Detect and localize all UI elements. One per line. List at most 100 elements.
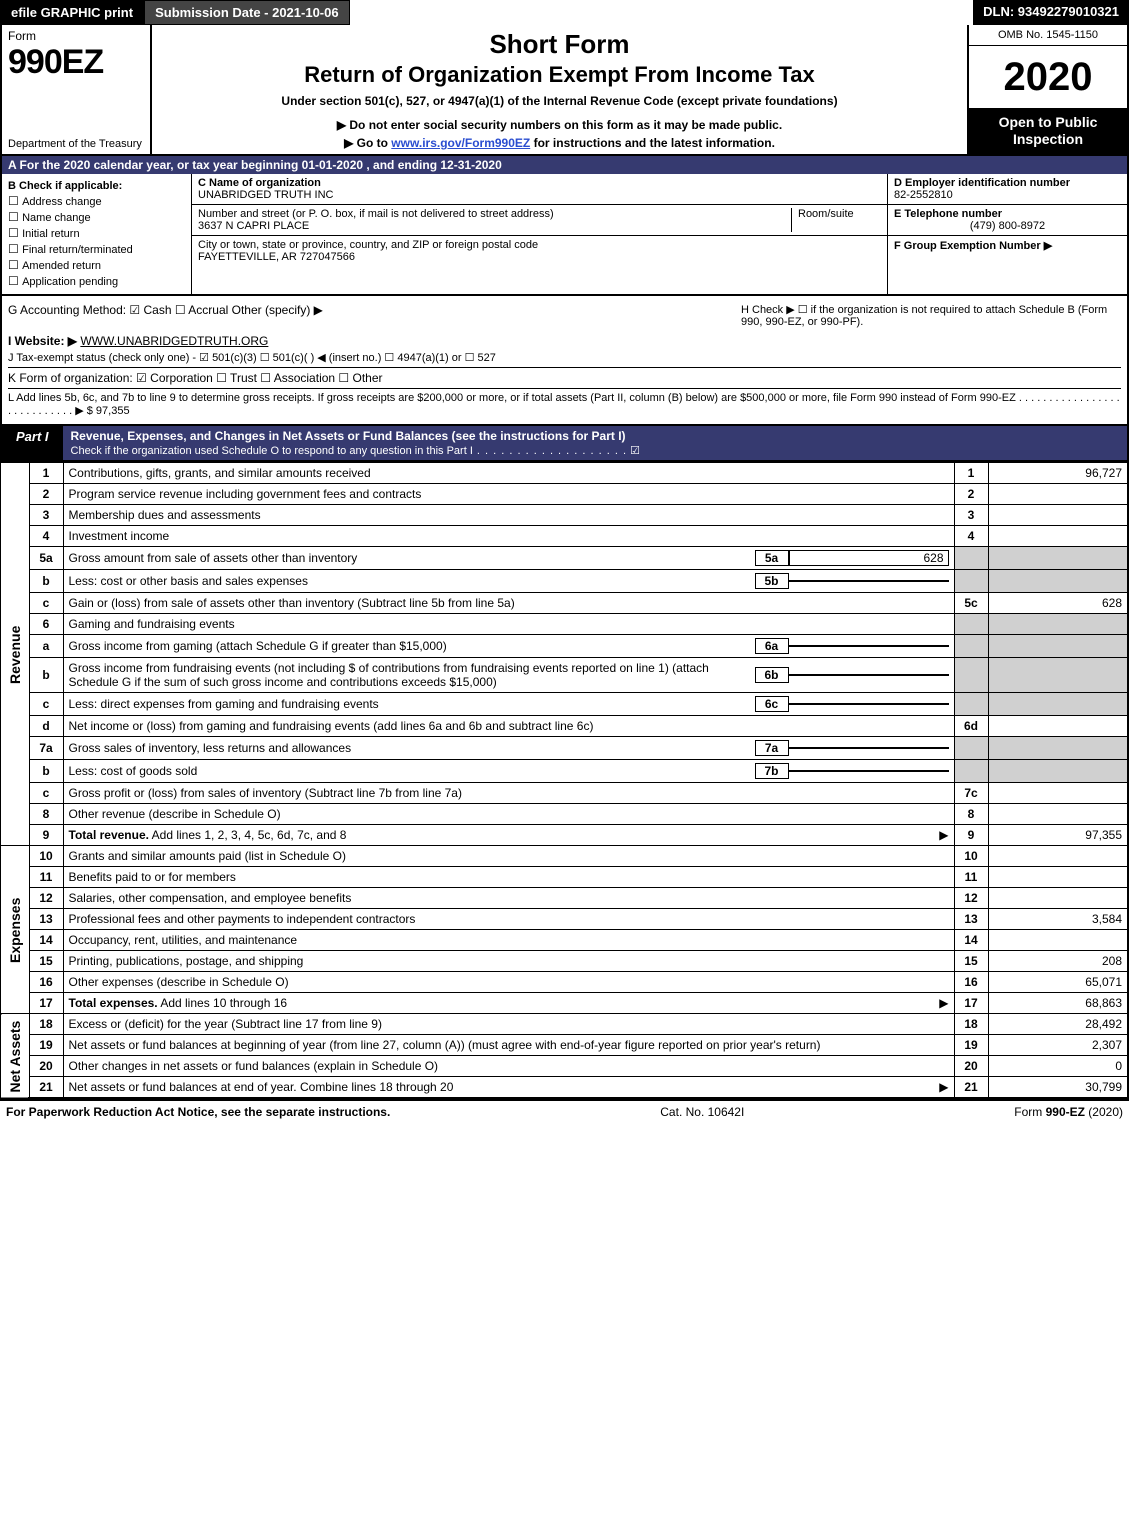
- line-desc: Other expenses (describe in Schedule O): [63, 972, 954, 993]
- chk-final-return[interactable]: Final return/terminated: [8, 242, 185, 256]
- submission-date: Submission Date - 2021-10-06: [144, 0, 350, 25]
- line-number: a: [29, 635, 63, 658]
- no-ssn-note: ▶ Do not enter social security numbers o…: [158, 118, 961, 132]
- chk-application-pending[interactable]: Application pending: [8, 274, 185, 288]
- line-ref: 20: [954, 1056, 988, 1077]
- line-desc: Less: direct expenses from gaming and fu…: [63, 693, 954, 716]
- table-row: Revenue1Contributions, gifts, grants, an…: [1, 463, 1128, 484]
- line-number: 14: [29, 930, 63, 951]
- table-row: cGain or (loss) from sale of assets othe…: [1, 593, 1128, 614]
- goto-link[interactable]: www.irs.gov/Form990EZ: [391, 136, 530, 150]
- table-row: bGross income from fundraising events (n…: [1, 658, 1128, 693]
- line-desc: Gross income from gaming (attach Schedul…: [63, 635, 954, 658]
- table-row: 5aGross amount from sale of assets other…: [1, 547, 1128, 570]
- section-side-label: Revenue: [1, 463, 29, 846]
- room-suite-label: Room/suite: [791, 208, 881, 232]
- line-number: 12: [29, 888, 63, 909]
- line-desc: Printing, publications, postage, and shi…: [63, 951, 954, 972]
- line-ref: 2: [954, 484, 988, 505]
- line-ref: [954, 658, 988, 693]
- table-row: Expenses10Grants and similar amounts pai…: [1, 846, 1128, 867]
- topbar-spacer: [350, 0, 974, 25]
- phone-label: E Telephone number: [894, 208, 1121, 220]
- open-to-public: Open to Public Inspection: [969, 108, 1127, 154]
- line-desc: Other revenue (describe in Schedule O): [63, 804, 954, 825]
- line-ref: [954, 737, 988, 760]
- line-amount: [988, 570, 1128, 593]
- chk-initial-return[interactable]: Initial return: [8, 226, 185, 240]
- line-number: 4: [29, 526, 63, 547]
- header-left: Form 990EZ Department of the Treasury: [2, 25, 152, 154]
- line-desc: Professional fees and other payments to …: [63, 909, 954, 930]
- line-amount: [988, 526, 1128, 547]
- line-amount: 208: [988, 951, 1128, 972]
- part1-tag: Part I: [2, 426, 63, 460]
- website-value: WWW.UNABRIDGEDTRUTH.ORG: [80, 334, 268, 348]
- chk-name-change[interactable]: Name change: [8, 210, 185, 224]
- line-amount: [988, 737, 1128, 760]
- line-amount: [988, 547, 1128, 570]
- line-ref: 6d: [954, 716, 988, 737]
- table-row: 12Salaries, other compensation, and empl…: [1, 888, 1128, 909]
- line-amount: [988, 783, 1128, 804]
- line-number: 21: [29, 1077, 63, 1099]
- line-amount: 68,863: [988, 993, 1128, 1014]
- line-amount: [988, 888, 1128, 909]
- goto-line: ▶ Go to www.irs.gov/Form990EZ for instru…: [158, 136, 961, 150]
- line-ref: 7c: [954, 783, 988, 804]
- table-row: aGross income from gaming (attach Schedu…: [1, 635, 1128, 658]
- efile-print-button[interactable]: efile GRAPHIC print: [0, 0, 144, 25]
- table-row: 19Net assets or fund balances at beginni…: [1, 1035, 1128, 1056]
- line-ref: 12: [954, 888, 988, 909]
- line-number: 3: [29, 505, 63, 526]
- department-label: Department of the Treasury: [8, 138, 142, 150]
- ein-cell: D Employer identification number 82-2552…: [888, 174, 1127, 205]
- chk-amended-return[interactable]: Amended return: [8, 258, 185, 272]
- line-ref: 13: [954, 909, 988, 930]
- line-number: 15: [29, 951, 63, 972]
- line-ref: [954, 693, 988, 716]
- table-row: 14Occupancy, rent, utilities, and mainte…: [1, 930, 1128, 951]
- line-amount: [988, 484, 1128, 505]
- tax-year: 2020: [969, 46, 1127, 108]
- line-number: b: [29, 570, 63, 593]
- addr-label: Number and street (or P. O. box, if mail…: [198, 208, 554, 220]
- form-header: Form 990EZ Department of the Treasury Sh…: [0, 25, 1129, 156]
- short-form-title: Short Form: [158, 29, 961, 60]
- line-amount: 3,584: [988, 909, 1128, 930]
- info-grid: B Check if applicable: Address change Na…: [0, 174, 1129, 296]
- line-desc: Gross sales of inventory, less returns a…: [63, 737, 954, 760]
- top-bar: efile GRAPHIC print Submission Date - 20…: [0, 0, 1129, 25]
- table-row: 15Printing, publications, postage, and s…: [1, 951, 1128, 972]
- line-ref: 4: [954, 526, 988, 547]
- line-amount: [988, 846, 1128, 867]
- line-desc: Membership dues and assessments: [63, 505, 954, 526]
- line-ref: 16: [954, 972, 988, 993]
- addr-value: 3637 N CAPRI PLACE: [198, 220, 309, 232]
- table-row: 11Benefits paid to or for members11: [1, 867, 1128, 888]
- line-desc: Excess or (deficit) for the year (Subtra…: [63, 1014, 954, 1035]
- line-amount: [988, 635, 1128, 658]
- part1-header: Part I Revenue, Expenses, and Changes in…: [0, 426, 1129, 462]
- line-amount: 28,492: [988, 1014, 1128, 1035]
- line-desc: Other changes in net assets or fund bala…: [63, 1056, 954, 1077]
- org-name-label: C Name of organization: [198, 177, 881, 189]
- table-row: 6Gaming and fundraising events: [1, 614, 1128, 635]
- footer-right: Form 990-EZ (2020): [1014, 1105, 1123, 1119]
- line-number: 8: [29, 804, 63, 825]
- line-number: d: [29, 716, 63, 737]
- line-number: 2: [29, 484, 63, 505]
- line-ref: 19: [954, 1035, 988, 1056]
- table-row: 13Professional fees and other payments t…: [1, 909, 1128, 930]
- line-desc: Gain or (loss) from sale of assets other…: [63, 593, 954, 614]
- chk-address-change[interactable]: Address change: [8, 194, 185, 208]
- line-desc: Gross income from fundraising events (no…: [63, 658, 954, 693]
- table-row: bLess: cost of goods sold7b: [1, 760, 1128, 783]
- line-desc: Net assets or fund balances at end of ye…: [63, 1077, 954, 1099]
- line-number: 16: [29, 972, 63, 993]
- city-label: City or town, state or province, country…: [198, 239, 538, 251]
- line-number: 11: [29, 867, 63, 888]
- line-l: L Add lines 5b, 6c, and 7b to line 9 to …: [8, 388, 1121, 417]
- line-ref: 9: [954, 825, 988, 846]
- line-ref: [954, 547, 988, 570]
